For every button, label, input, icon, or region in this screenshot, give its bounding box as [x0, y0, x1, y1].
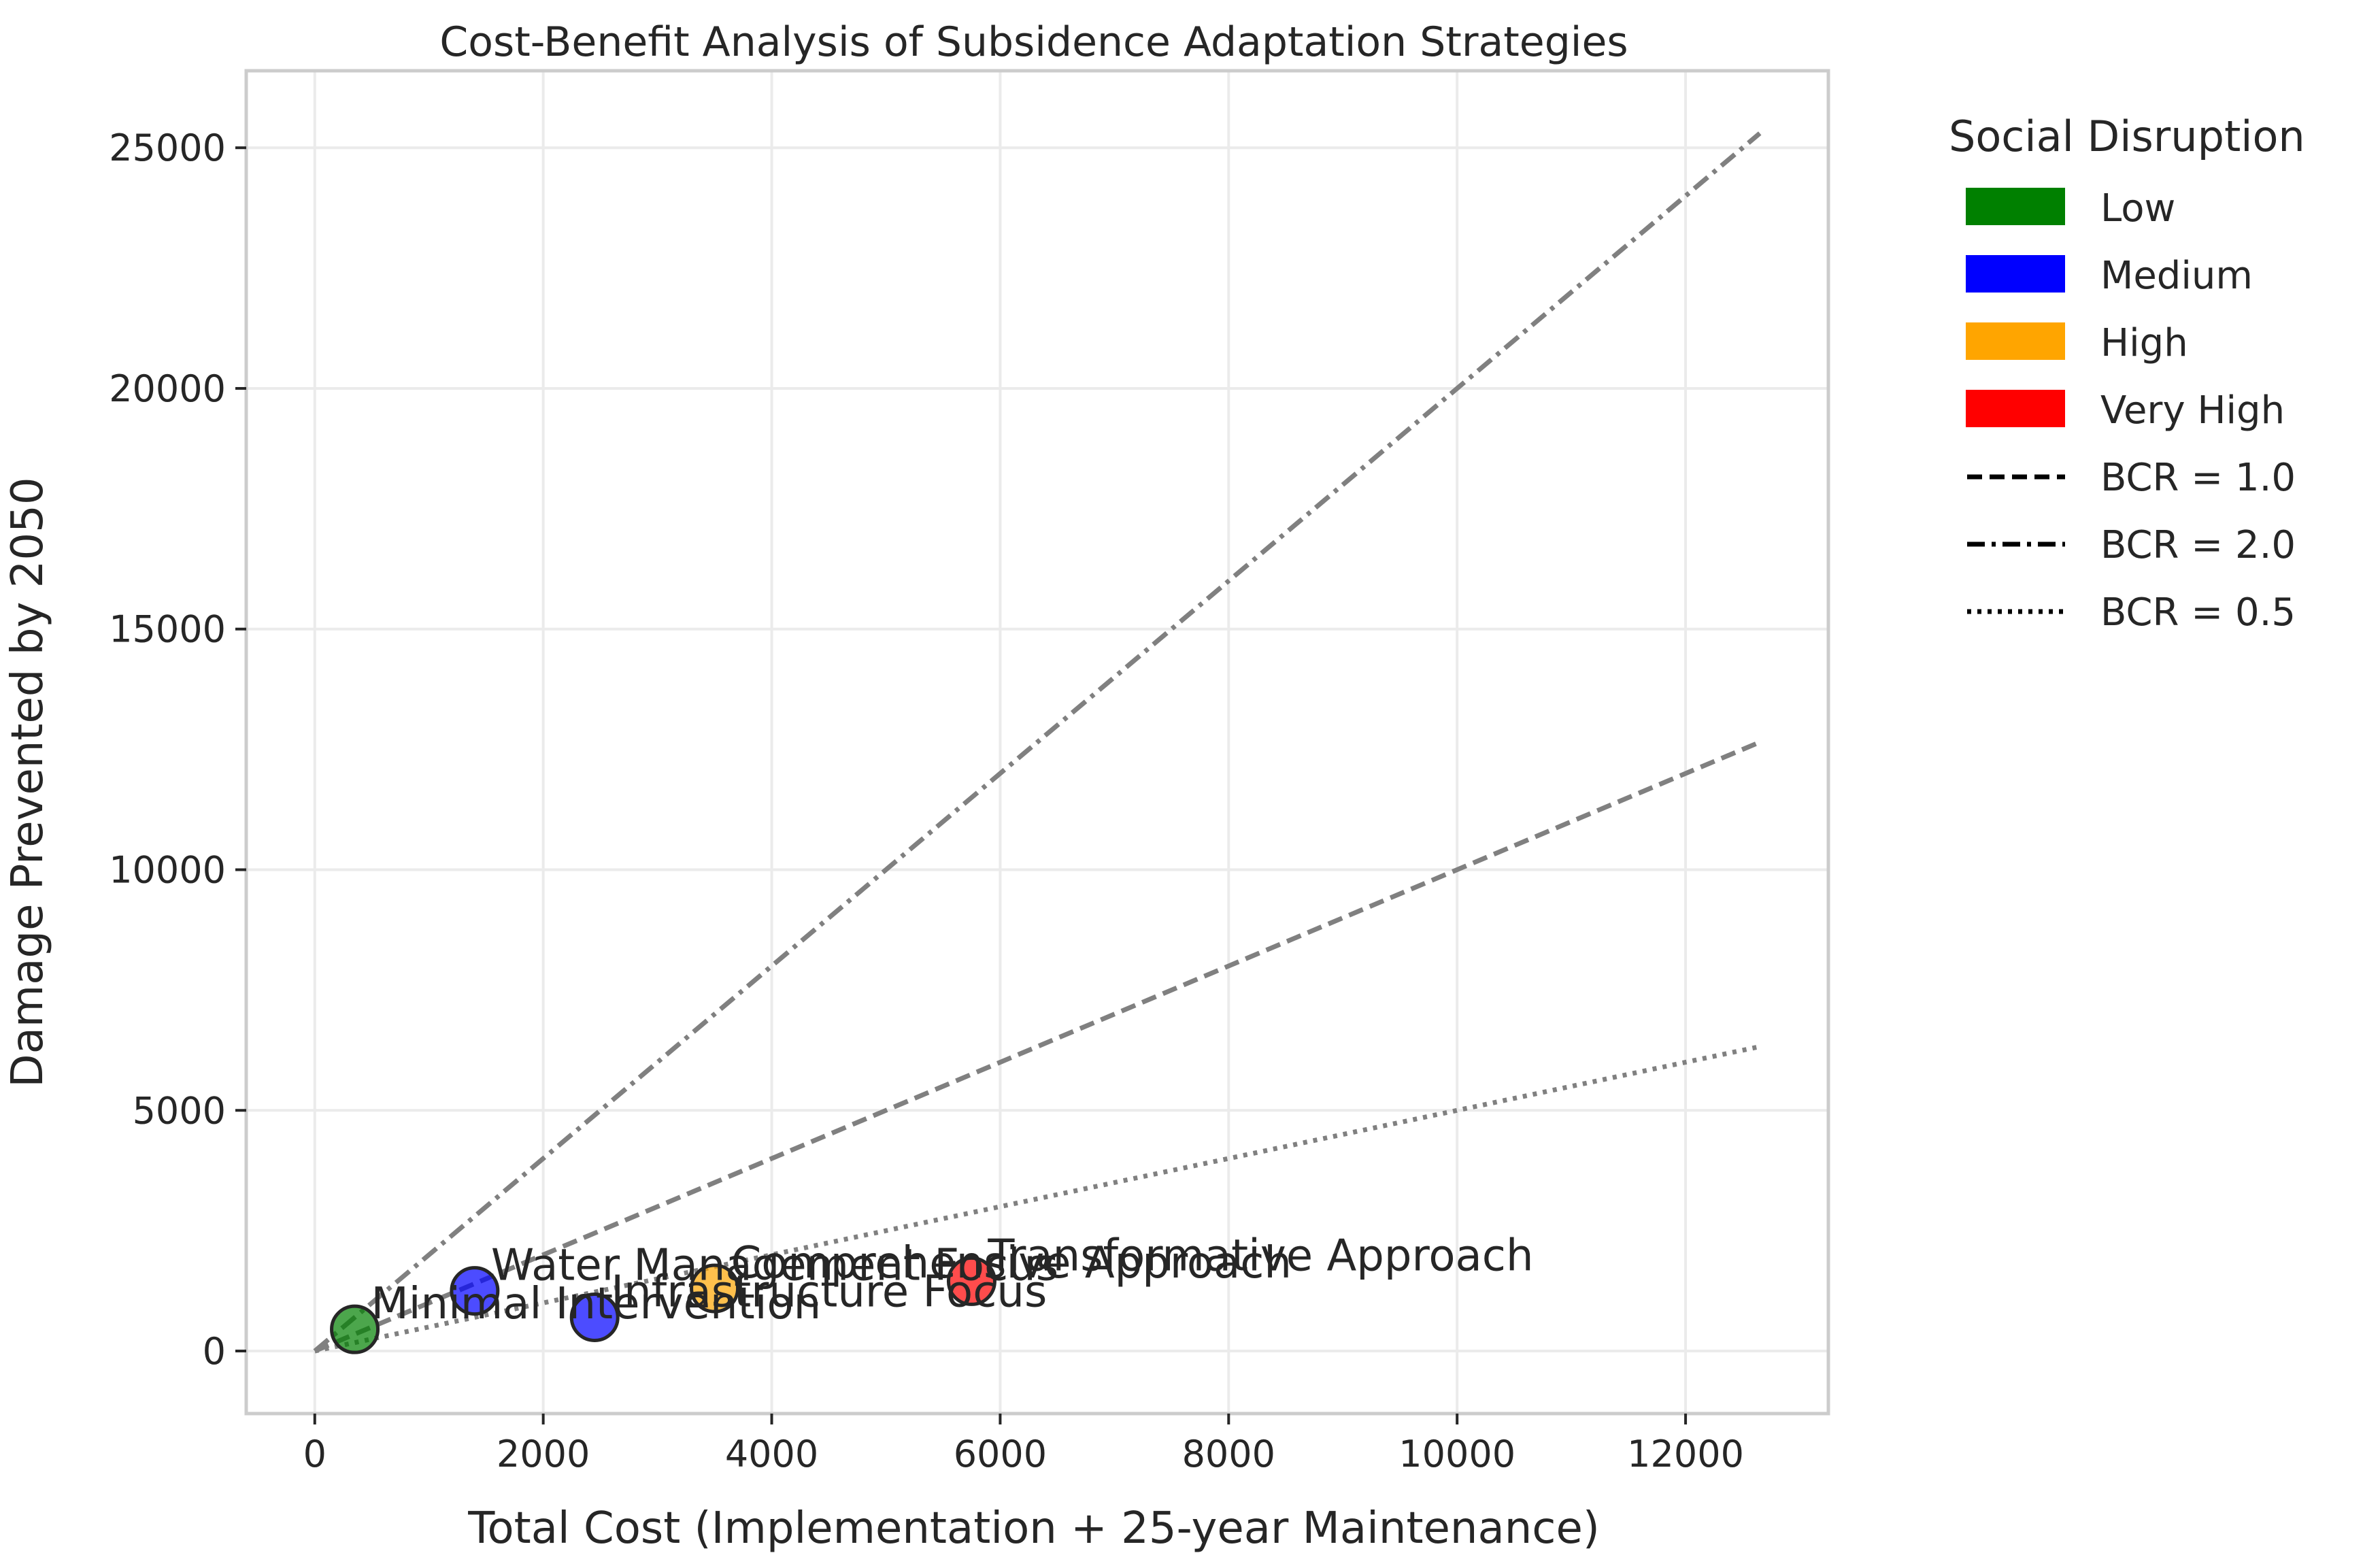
point-label: Minimal Intervention: [371, 1279, 822, 1329]
legend-title: Social Disruption: [1949, 112, 2305, 161]
data-point: [330, 1304, 380, 1354]
y-tick-label: 25000: [109, 127, 226, 169]
legend-items: Low Medium High Very High BCR = 1.0 BCR = 2.0…: [1966, 186, 2296, 635]
grid: [246, 71, 1828, 1414]
axis-ticks: 0 2000 4000 6000 8000 10000 12000 0 5000 10000 150…: [109, 127, 1744, 1475]
point-label: Transformative Approach: [987, 1231, 1533, 1281]
point-label: Infrastructure Focus: [611, 1267, 1047, 1317]
point-label: Comprehensive Approach: [731, 1238, 1292, 1288]
data-point: [450, 1266, 500, 1316]
y-tick-label: 20000: [109, 367, 226, 410]
x-tick-label: 12000: [1627, 1433, 1744, 1475]
chart-title: Cost-Benefit Analysis of Subsidence Adap…: [439, 18, 1628, 66]
legend-swatch: [1966, 188, 2065, 225]
data-points: [330, 1256, 996, 1354]
x-tick-label: 10000: [1398, 1433, 1515, 1475]
legend-label: BCR = 1.0: [2100, 456, 2296, 500]
reference-line-dotted: [314, 1044, 1760, 1354]
y-tick-label: 15000: [109, 608, 226, 651]
x-tick-label: 8000: [1182, 1433, 1275, 1475]
y-axis-label: Damage Prevented by 2050: [3, 477, 53, 1087]
legend: Social Disruption Low Medium High Very High…: [1949, 112, 2305, 635]
point-label: Water Management Focus: [491, 1241, 1058, 1291]
legend-swatch: [1966, 255, 2065, 293]
reference-line-dashed: [314, 739, 1761, 1354]
legend-label: Low: [2100, 186, 2175, 231]
legend-swatch: [1966, 390, 2065, 427]
y-tick-label: 10000: [109, 848, 226, 891]
plot-frame: [244, 69, 1830, 1416]
x-axis-label: Total Cost (Implementation + 25-year Mai…: [467, 1503, 1600, 1554]
data-point: [690, 1263, 740, 1314]
legend-label: BCR = 2.0: [2100, 523, 2296, 567]
y-tick-label: 5000: [133, 1089, 226, 1132]
legend-swatch: [1966, 322, 2065, 360]
legend-label: High: [2100, 321, 2188, 365]
legend-label: Very High: [2100, 388, 2285, 433]
reference-lines: [313, 131, 1762, 1354]
legend-label: BCR = 0.5: [2100, 590, 2296, 635]
x-tick-label: 2000: [497, 1433, 590, 1475]
x-tick-label: 0: [303, 1433, 326, 1475]
x-tick-label: 4000: [725, 1433, 818, 1475]
y-tick-label: 0: [203, 1330, 226, 1373]
reference-line-dashdot: [313, 131, 1762, 1353]
legend-label: Medium: [2100, 254, 2253, 298]
data-point: [569, 1292, 620, 1342]
x-tick-label: 6000: [954, 1433, 1047, 1475]
data-point: [946, 1256, 996, 1306]
